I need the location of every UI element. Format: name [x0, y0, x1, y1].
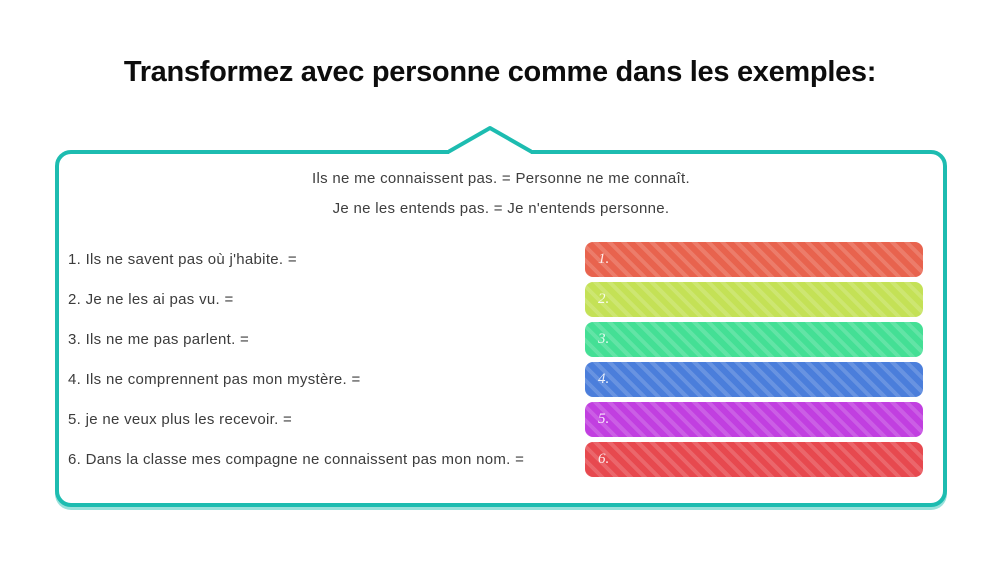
exercise-row-1: 1. Ils ne savent pas où j'habite. = 1. [68, 242, 923, 277]
exercise-row-3: 3. Ils ne me pas parlent. = 3. [68, 322, 923, 357]
sentence-5: 5. je ne veux plus les recevoir. = [68, 411, 293, 428]
exercise-row-2: 2. Je ne les ai pas vu. = 2. [68, 282, 923, 317]
exercise-row-5: 5. je ne veux plus les recevoir. = 5. [68, 402, 923, 437]
answer-box-5-number: 5. [598, 411, 610, 427]
answer-box-5[interactable]: 5. [585, 402, 923, 437]
sentence-2: 2. Je ne les ai pas vu. = [68, 291, 234, 308]
exercise-rows: 1. Ils ne savent pas où j'habite. = 1. 2… [68, 242, 923, 482]
sentence-6: 6. Dans la classe mes compagne ne connai… [68, 451, 525, 468]
sentence-1: 1. Ils ne savent pas où j'habite. = [68, 251, 297, 268]
answer-box-3-number: 3. [598, 331, 610, 347]
exercise-row-4: 4. Ils ne comprennent pas mon mystère. =… [68, 362, 923, 397]
example-line-2: Je ne les entends pas. = Je n'entends pe… [332, 200, 670, 217]
answer-box-4-number: 4. [598, 371, 610, 387]
answer-box-6-number: 6. [598, 451, 610, 467]
sentence-3: 3. Ils ne me pas parlent. = [68, 331, 250, 348]
answer-box-6[interactable]: 6. [585, 442, 923, 477]
answer-box-3[interactable]: 3. [585, 322, 923, 357]
answer-box-2[interactable]: 2. [585, 282, 923, 317]
example-line-1: Ils ne me connaissent pas. = Personne ne… [312, 170, 690, 187]
answer-box-1[interactable]: 1. [585, 242, 923, 277]
bubble-notch-icon [448, 126, 532, 157]
sentence-4: 4. Ils ne comprennent pas mon mystère. = [68, 371, 361, 388]
worksheet-title: Transformez avec personne comme dans les… [123, 56, 877, 88]
exercise-panel: Ils ne me connaissent pas. = Personne ne… [55, 126, 947, 507]
example-block: Ils ne me connaissent pas. = Personne ne… [59, 164, 943, 224]
answer-box-4[interactable]: 4. [585, 362, 923, 397]
exercise-row-6: 6. Dans la classe mes compagne ne connai… [68, 442, 923, 477]
answer-box-2-number: 2. [598, 291, 610, 307]
answer-box-1-number: 1. [598, 251, 610, 267]
